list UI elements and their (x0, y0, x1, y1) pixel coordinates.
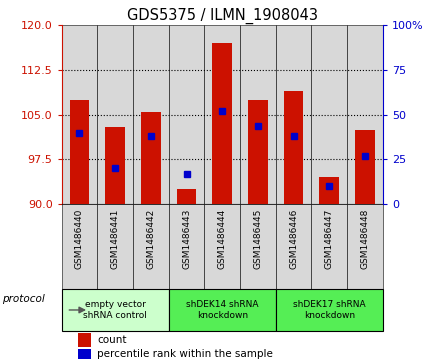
Bar (312, 204, 347, 289)
Bar (355, 130, 375, 204)
Text: GSM1486441: GSM1486441 (110, 208, 120, 269)
Text: empty vector
shRNA control: empty vector shRNA control (83, 300, 147, 320)
Bar (62, 289, 169, 331)
Title: GDS5375 / ILMN_1908043: GDS5375 / ILMN_1908043 (127, 8, 318, 24)
Bar (62, 204, 97, 289)
Text: GSM1486447: GSM1486447 (325, 208, 334, 269)
Bar (319, 178, 339, 204)
Text: protocol: protocol (2, 294, 45, 305)
Text: GSM1486446: GSM1486446 (289, 208, 298, 269)
Text: GSM1486448: GSM1486448 (360, 208, 370, 269)
Text: GSM1486444: GSM1486444 (218, 208, 227, 269)
Text: shDEK14 shRNA
knockdown: shDEK14 shRNA knockdown (186, 300, 258, 320)
Bar (276, 25, 312, 204)
Bar (204, 25, 240, 204)
Bar (169, 289, 276, 331)
Text: count: count (97, 335, 126, 344)
Bar (97, 204, 133, 289)
Bar (284, 91, 304, 204)
Bar (133, 204, 169, 289)
Bar (312, 25, 347, 204)
Bar (213, 43, 232, 204)
Text: GSM1486440: GSM1486440 (75, 208, 84, 269)
Bar (204, 204, 240, 289)
Bar (169, 204, 204, 289)
Bar (70, 100, 89, 204)
Bar (276, 204, 312, 289)
Text: shDEK17 shRNA
knockdown: shDEK17 shRNA knockdown (293, 300, 366, 320)
Text: GSM1486445: GSM1486445 (253, 208, 262, 269)
Bar (240, 204, 276, 289)
Bar (133, 25, 169, 204)
Bar (141, 112, 161, 204)
Bar (177, 189, 196, 204)
Text: GSM1486443: GSM1486443 (182, 208, 191, 269)
Bar (276, 289, 383, 331)
Bar (62, 25, 97, 204)
Text: percentile rank within the sample: percentile rank within the sample (97, 349, 273, 359)
Bar (78, 350, 91, 359)
Bar (169, 25, 204, 204)
Bar (347, 25, 383, 204)
Bar (347, 204, 383, 289)
Bar (97, 25, 133, 204)
Bar (248, 100, 268, 204)
Bar (240, 25, 276, 204)
Bar (78, 333, 91, 347)
Text: GSM1486442: GSM1486442 (147, 208, 155, 269)
Bar (105, 127, 125, 204)
